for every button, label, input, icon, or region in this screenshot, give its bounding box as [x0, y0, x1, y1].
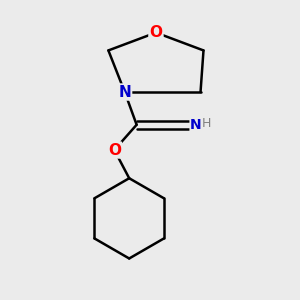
Text: N: N	[190, 118, 202, 132]
Text: O: O	[149, 25, 162, 40]
Text: O: O	[108, 142, 121, 158]
Text: H: H	[202, 117, 211, 130]
Text: N: N	[118, 85, 131, 100]
